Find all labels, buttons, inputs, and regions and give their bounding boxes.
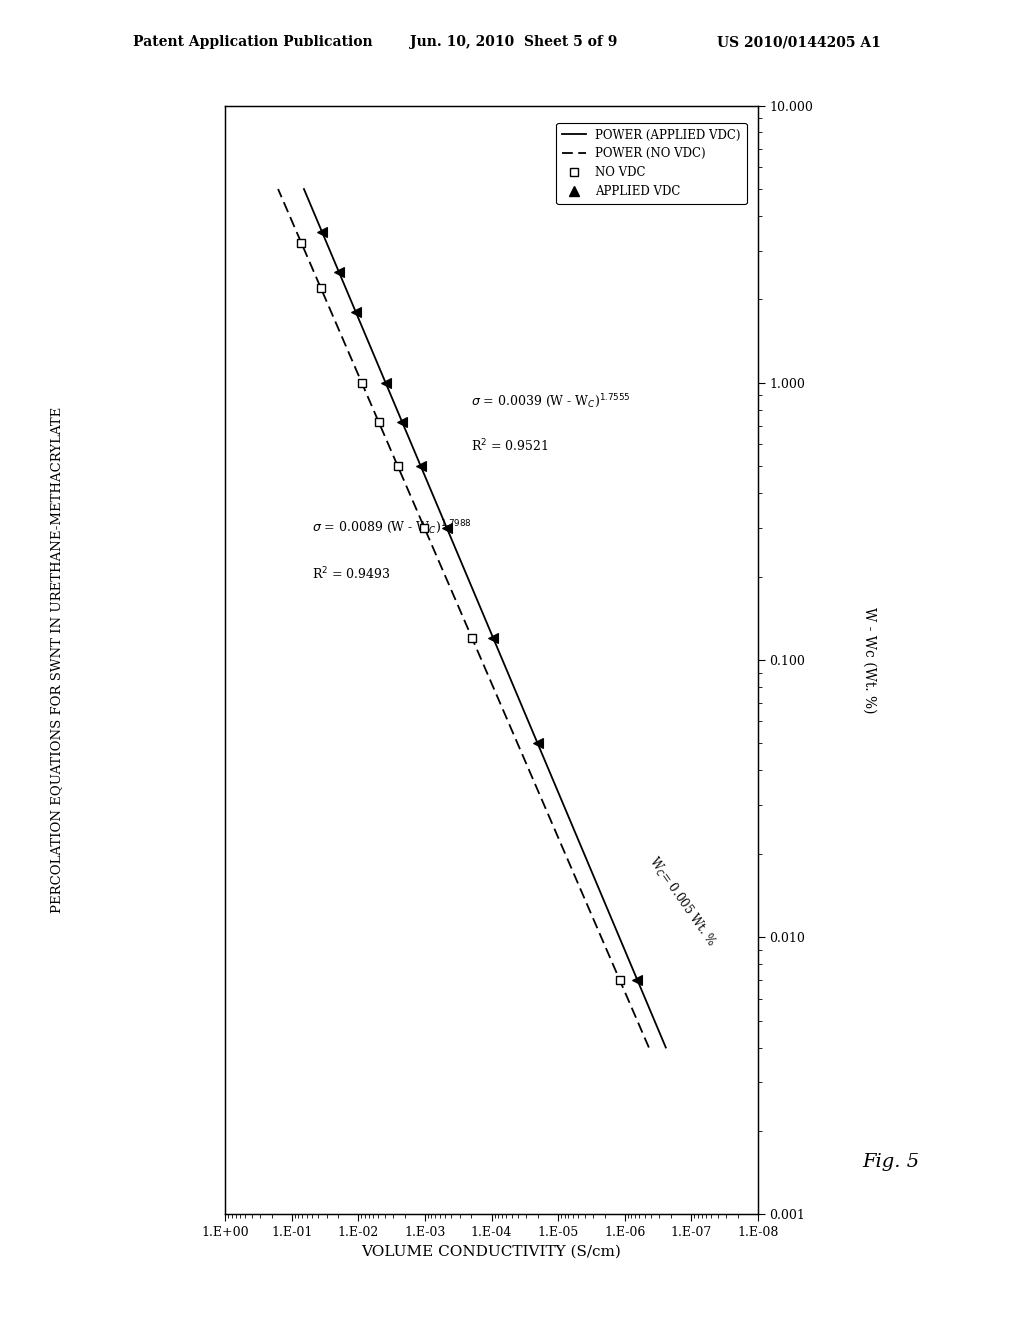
Legend: POWER (APPLIED VDC), POWER (NO VDC), NO VDC, APPLIED VDC: POWER (APPLIED VDC), POWER (NO VDC), NO …: [556, 123, 746, 205]
Text: $\sigma$ = 0.0039 (W - W$_C$)$^{1.7555}$: $\sigma$ = 0.0039 (W - W$_C$)$^{1.7555}$: [471, 392, 631, 409]
Text: W$_C$= 0.005 Wt. %: W$_C$= 0.005 Wt. %: [645, 854, 719, 950]
Y-axis label: W - Wc (Wt. %): W - Wc (Wt. %): [862, 607, 876, 713]
Text: R$^2$ = 0.9493: R$^2$ = 0.9493: [312, 566, 390, 582]
Text: Patent Application Publication: Patent Application Publication: [133, 36, 373, 49]
Text: US 2010/0144205 A1: US 2010/0144205 A1: [717, 36, 881, 49]
Text: PERCOLATION EQUATIONS FOR SWNT IN URETHANE-METHACRYLATE: PERCOLATION EQUATIONS FOR SWNT IN URETHA…: [50, 407, 62, 913]
Text: Fig. 5: Fig. 5: [862, 1152, 920, 1171]
Text: Jun. 10, 2010  Sheet 5 of 9: Jun. 10, 2010 Sheet 5 of 9: [410, 36, 617, 49]
X-axis label: VOLUME CONDUCTIVITY (S/cm): VOLUME CONDUCTIVITY (S/cm): [361, 1245, 622, 1259]
Text: R$^2$ = 0.9521: R$^2$ = 0.9521: [471, 438, 549, 455]
Text: $\sigma$ = 0.0089 (W - W$_C$)$^{1.7988}$: $\sigma$ = 0.0089 (W - W$_C$)$^{1.7988}$: [312, 519, 472, 536]
